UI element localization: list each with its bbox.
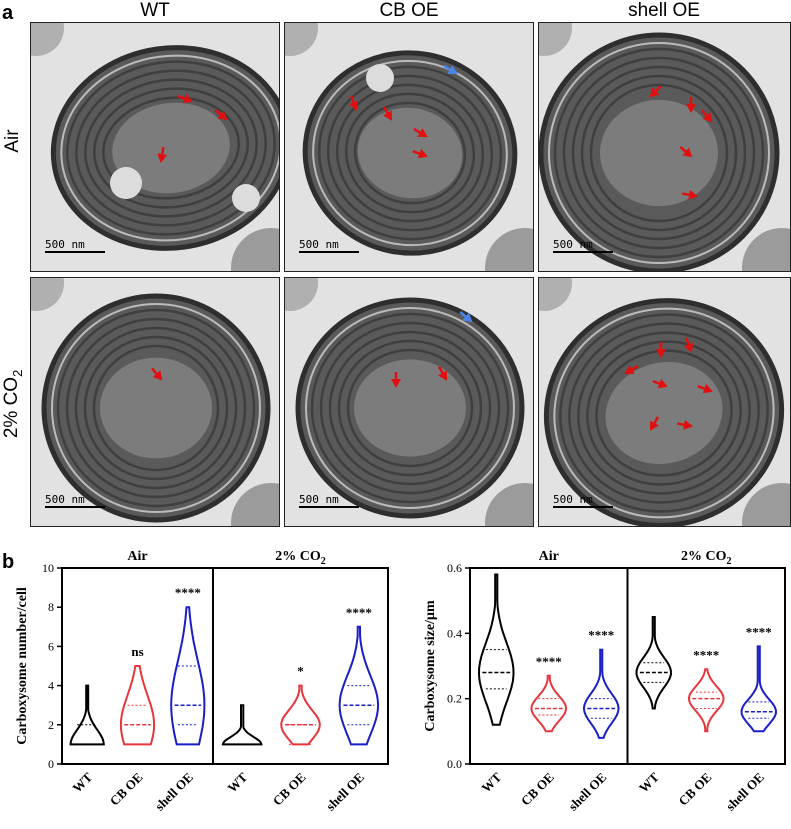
x-tick-label: WT: [636, 769, 662, 795]
violin-shape: [477, 573, 515, 726]
significance-label: ****: [536, 654, 562, 669]
red-arrow-icon: [683, 337, 694, 353]
em-shelloe-co2: 500 nm: [538, 277, 791, 527]
y-tick-label: 2: [48, 718, 54, 732]
violin-shape: [687, 668, 725, 733]
significance-label: ****: [693, 647, 719, 662]
violin-shape: [740, 645, 777, 733]
red-arrow-icon: [348, 95, 359, 111]
red-arrow-icon: [676, 419, 693, 430]
red-arrow-icon: [391, 372, 401, 388]
group-title: 2% CO2: [681, 549, 732, 567]
x-tick-label: shell OE: [323, 770, 367, 814]
y-tick-label: 0.4: [447, 626, 462, 640]
row-title-air: Air: [2, 129, 23, 153]
em-wt-air: 500 nm: [30, 22, 280, 272]
violin-shape: [582, 648, 620, 739]
em-cboe-co2: 500 nm: [284, 277, 534, 527]
panel-b-letter: b: [2, 551, 15, 573]
red-arrow-icon: [382, 106, 393, 121]
em-wt-co2: 500 nm: [30, 277, 280, 527]
group-title: 2% CO2: [275, 549, 326, 567]
red-arrow-icon: [686, 97, 696, 113]
y-tick-label: 4: [48, 679, 54, 693]
red-arrow-icon: [656, 342, 666, 358]
y-axis-label: Carboxysome number/cell: [15, 587, 30, 745]
carboxysome-number-chart: Carboxysome number/cell 0 2 4 6 8 10 Air WT ns CB …: [15, 549, 389, 814]
violin-shape: [635, 616, 673, 710]
red-arrow-icon: [697, 383, 713, 394]
red-arrow-icon: [214, 109, 228, 121]
significance-label: ****: [746, 624, 772, 639]
y-tick-label: 10: [42, 561, 54, 575]
y-tick-label: 0: [48, 757, 54, 771]
significance-label: ****: [588, 628, 614, 643]
plot-frame: [61, 567, 389, 765]
carboxysome-size-chart: Carboxysome size/µm 0.0 0.2 0.4 0.6 Air WT ****…: [423, 549, 786, 814]
red-arrow-icon: [649, 416, 660, 431]
violin-shape: [170, 606, 206, 746]
blue-arrow-icon: [443, 64, 458, 75]
significance-label: ****: [346, 605, 372, 620]
x-tick-label: shell OE: [565, 770, 609, 814]
red-arrow-icon: [412, 148, 428, 159]
group-title: Air: [127, 549, 147, 564]
scale-bar-label: 500 nm: [553, 238, 593, 251]
panel-a-letter: a: [2, 2, 14, 24]
violin-shape: [530, 674, 568, 733]
scale-bar-label: 500 nm: [299, 493, 339, 506]
red-arrow-icon: [157, 146, 168, 163]
x-tick-label: CB OE: [270, 770, 309, 809]
y-tick-label: 8: [48, 600, 54, 614]
violin-shape: [338, 625, 380, 746]
col-title-wt: WT: [140, 0, 170, 21]
red-arrow-icon: [437, 366, 448, 381]
red-arrow-icon: [413, 127, 428, 138]
significance-label: ****: [175, 585, 201, 600]
scale-bar-label: 500 nm: [45, 238, 85, 251]
col-title-cb-oe: CB OE: [379, 0, 439, 21]
y-tick-label: 6: [48, 639, 54, 653]
y-tick-label: 0.2: [447, 692, 462, 706]
red-arrow-icon: [177, 93, 193, 104]
significance-label: ns: [131, 644, 143, 659]
col-title-shell-oe: shell OE: [628, 0, 700, 21]
violin-shape: [280, 684, 321, 746]
red-arrow-icon: [701, 109, 713, 123]
x-tick-label: shell OE: [723, 770, 767, 814]
x-tick-label: WT: [478, 769, 504, 795]
red-arrow-icon: [652, 378, 668, 389]
scale-bar-label: 500 nm: [45, 493, 85, 506]
red-arrow-icon: [649, 85, 662, 98]
scale-bar-label: 500 nm: [553, 493, 593, 506]
violin-shape: [69, 684, 105, 746]
x-tick-label: WT: [69, 769, 95, 795]
em-cboe-air: 500 nm: [284, 22, 534, 272]
x-tick-label: CB OE: [675, 770, 714, 809]
x-tick-label: shell OE: [152, 770, 196, 814]
violin-shape: [119, 665, 156, 746]
x-tick-label: WT: [224, 769, 250, 795]
y-tick-label: 0.6: [447, 561, 462, 575]
blue-arrow-icon: [459, 311, 473, 323]
red-arrow-icon: [624, 364, 639, 375]
x-tick-label: CB OE: [107, 770, 146, 809]
y-tick-label: 0.0: [447, 757, 462, 771]
violin-shape: [221, 704, 263, 746]
x-tick-label: CB OE: [518, 770, 557, 809]
group-title: Air: [539, 549, 559, 564]
significance-label: *: [297, 664, 304, 679]
em-shelloe-air: 500 nm: [538, 22, 791, 272]
row-title-co2: 2% CO2: [1, 369, 25, 439]
scale-bar-label: 500 nm: [299, 238, 339, 251]
y-axis-label: Carboxysome size/µm: [423, 600, 438, 732]
red-arrow-icon: [681, 189, 698, 200]
red-arrow-icon: [151, 367, 163, 381]
red-arrow-icon: [679, 146, 693, 158]
